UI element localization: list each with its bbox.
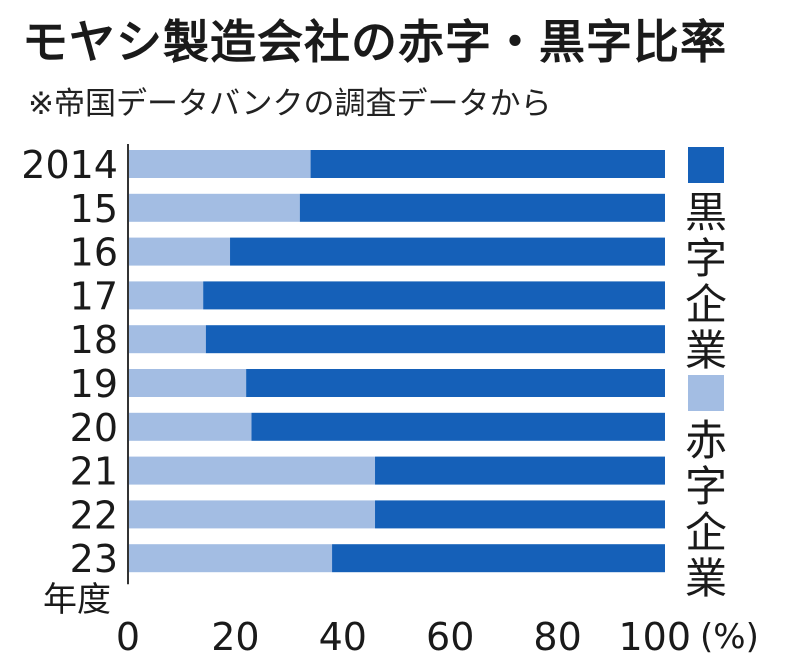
- y-tick-label-17: 17: [70, 274, 118, 318]
- y-tick-label-22: 22: [70, 493, 118, 537]
- bar-black-19: [246, 369, 665, 397]
- legend-swatch-black: [688, 147, 724, 183]
- bar-red-18: [128, 325, 206, 354]
- bar-black-21: [375, 456, 665, 485]
- bar-black-16: [230, 237, 665, 266]
- x-tick-label-0: 0: [116, 615, 140, 659]
- bar-red-23: [128, 544, 333, 573]
- y-tick-label-23: 23: [70, 537, 118, 581]
- bar-red-21: [128, 456, 376, 485]
- bar-red-20: [128, 412, 252, 441]
- bar-black-20: [251, 412, 665, 441]
- bar-black-22: [375, 500, 665, 529]
- bar-black-17: [203, 281, 665, 310]
- bar-black-2014: [310, 150, 665, 178]
- x-tick-label-80: 80: [533, 615, 581, 659]
- y-tick-label-2014: 2014: [21, 143, 118, 187]
- bar-red-17: [128, 281, 204, 310]
- y-tick-label-19: 19: [70, 362, 118, 406]
- x-axis-unit: (%): [700, 617, 759, 657]
- y-tick-label-18: 18: [70, 318, 118, 362]
- bar-black-18: [205, 325, 666, 354]
- y-tick-label-20: 20: [70, 406, 118, 450]
- bar-red-22: [128, 500, 376, 529]
- bar-red-19: [128, 369, 247, 397]
- chart-title: モヤシ製造会社の赤字・黒字比率: [22, 15, 727, 69]
- y-tick-label-15: 15: [70, 187, 118, 231]
- bar-red-2014: [128, 150, 311, 178]
- x-tick-label-100: 100: [618, 615, 691, 659]
- y-tick-label-16: 16: [70, 231, 118, 275]
- y-axis-title: 年度: [43, 580, 111, 620]
- chart-subtitle: ※帝国データバンクの調査データから: [28, 86, 552, 122]
- legend-swatch-red: [688, 375, 724, 411]
- legend-label-red: 赤字企業: [684, 416, 727, 603]
- legend-label-black: 黒字企業: [684, 188, 727, 375]
- x-tick-label-20: 20: [211, 615, 259, 659]
- x-tick-label-40: 40: [319, 615, 367, 659]
- y-tick-label-21: 21: [70, 450, 118, 494]
- bar-black-23: [332, 544, 665, 573]
- bar-red-16: [128, 237, 231, 266]
- x-tick-label-60: 60: [426, 615, 474, 659]
- bar-red-15: [128, 193, 300, 222]
- bar-black-15: [299, 193, 665, 222]
